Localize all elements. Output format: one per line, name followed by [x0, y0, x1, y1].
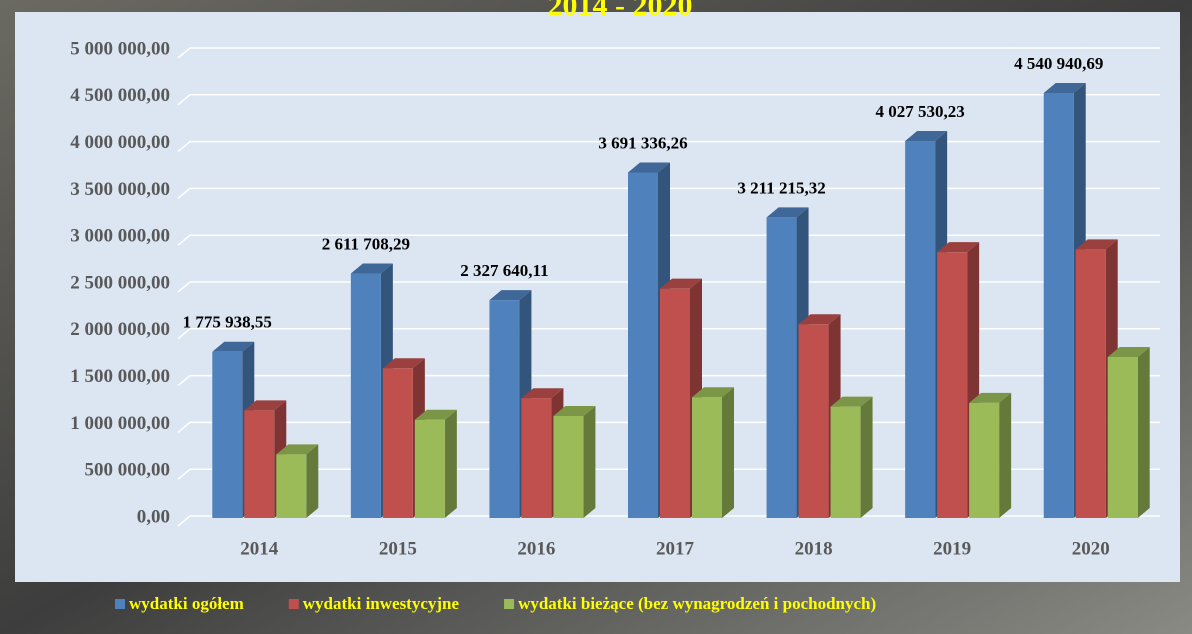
x-tick-label: 2016: [517, 538, 555, 559]
legend-swatch: [288, 599, 299, 609]
bar-side: [860, 396, 873, 518]
bar-top: [798, 314, 841, 325]
x-tick-label: 2020: [1072, 538, 1110, 559]
grid-line: [177, 281, 1160, 293]
bar-top: [937, 242, 980, 253]
bar: [244, 410, 275, 518]
bar: [414, 419, 445, 518]
x-tick-label: 2017: [656, 538, 695, 559]
bar-top: [1075, 239, 1118, 250]
bar-side: [444, 409, 457, 518]
legend-label: wydatki bieżące (bez wynagrodzeń i pocho…: [518, 594, 876, 613]
bar: [937, 252, 968, 518]
bar: [382, 368, 413, 518]
bar-top: [244, 400, 287, 411]
y-tick-label: 1 500 000,00: [70, 366, 170, 387]
bar-side: [999, 392, 1012, 518]
grid-line: [177, 234, 1160, 246]
bar: [692, 397, 722, 518]
data-label: 2 611 708,29: [322, 234, 410, 253]
bar-side: [1137, 347, 1150, 518]
bar: [905, 141, 936, 518]
y-tick-label: 4 500 000,00: [70, 85, 170, 106]
bar-side: [583, 405, 596, 518]
bar-top: [276, 444, 319, 455]
bar-top: [1107, 347, 1150, 358]
bar-top: [905, 131, 948, 142]
bar-top: [212, 341, 255, 352]
bar-side: [722, 387, 734, 518]
legend-label: wydatki inwestycyjne: [303, 594, 460, 613]
bar: [350, 273, 381, 518]
grid-line: [177, 94, 1160, 106]
x-tick-label: 2019: [933, 538, 971, 559]
bar-top: [489, 290, 532, 301]
data-label: 1 775 938,55: [183, 313, 272, 332]
data-label: 4 540 940,69: [1014, 54, 1103, 73]
bar: [766, 217, 797, 519]
x-tick-label: 2014: [240, 538, 279, 559]
bar-side: [306, 444, 319, 518]
grid-line: [177, 47, 1160, 59]
bar: [489, 300, 520, 518]
bar: [1043, 92, 1074, 518]
bar: [1075, 249, 1106, 519]
chart-title: 2014 - 2020: [548, 0, 693, 22]
y-tick-label: 3 500 000,00: [70, 179, 170, 200]
bar: [830, 406, 861, 518]
bar-top: [660, 278, 702, 289]
bar: [798, 324, 829, 518]
grid-line: [177, 140, 1160, 153]
y-tick-label: 500 000,00: [85, 460, 171, 481]
bar: [521, 398, 552, 518]
bar-top: [1043, 82, 1086, 93]
bar: [212, 351, 243, 518]
bar: [276, 454, 307, 518]
bar-top: [830, 396, 873, 407]
x-tick-label: 2018: [795, 538, 833, 559]
bar-top: [969, 392, 1012, 403]
legend-label: wydatki ogółem: [129, 594, 244, 613]
data-label: 3 691 336,26: [598, 133, 687, 152]
legend-swatch: [504, 599, 515, 609]
bar-top: [382, 358, 425, 369]
bar-top: [350, 263, 393, 274]
bar-top: [628, 162, 670, 173]
y-tick-label: 4 000 000,00: [70, 132, 170, 153]
bar-top: [521, 388, 564, 399]
bar-top: [766, 207, 809, 218]
y-tick-label: 1 000 000,00: [70, 413, 170, 434]
y-tick-label: 3 000 000,00: [70, 226, 170, 247]
y-tick-label: 2 000 000,00: [70, 319, 170, 340]
bar: [628, 172, 658, 519]
bar: [969, 402, 1000, 518]
bar: [553, 415, 584, 518]
data-label: 4 027 530,23: [876, 102, 965, 121]
data-label: 3 211 215,32: [737, 178, 825, 197]
x-tick-label: 2015: [379, 538, 417, 559]
bar-top: [553, 405, 596, 416]
y-tick-label: 0,00: [137, 506, 170, 527]
y-tick-label: 5 000 000,00: [70, 38, 170, 59]
legend-swatch: [115, 599, 125, 609]
data-label: 2 327 640,11: [460, 261, 548, 280]
bar: [1107, 357, 1138, 518]
grid-line: [177, 187, 1160, 199]
bar-top: [692, 387, 734, 398]
y-tick-label: 2 500 000,00: [70, 272, 170, 293]
bar-top: [414, 409, 457, 420]
bar: [660, 288, 690, 518]
